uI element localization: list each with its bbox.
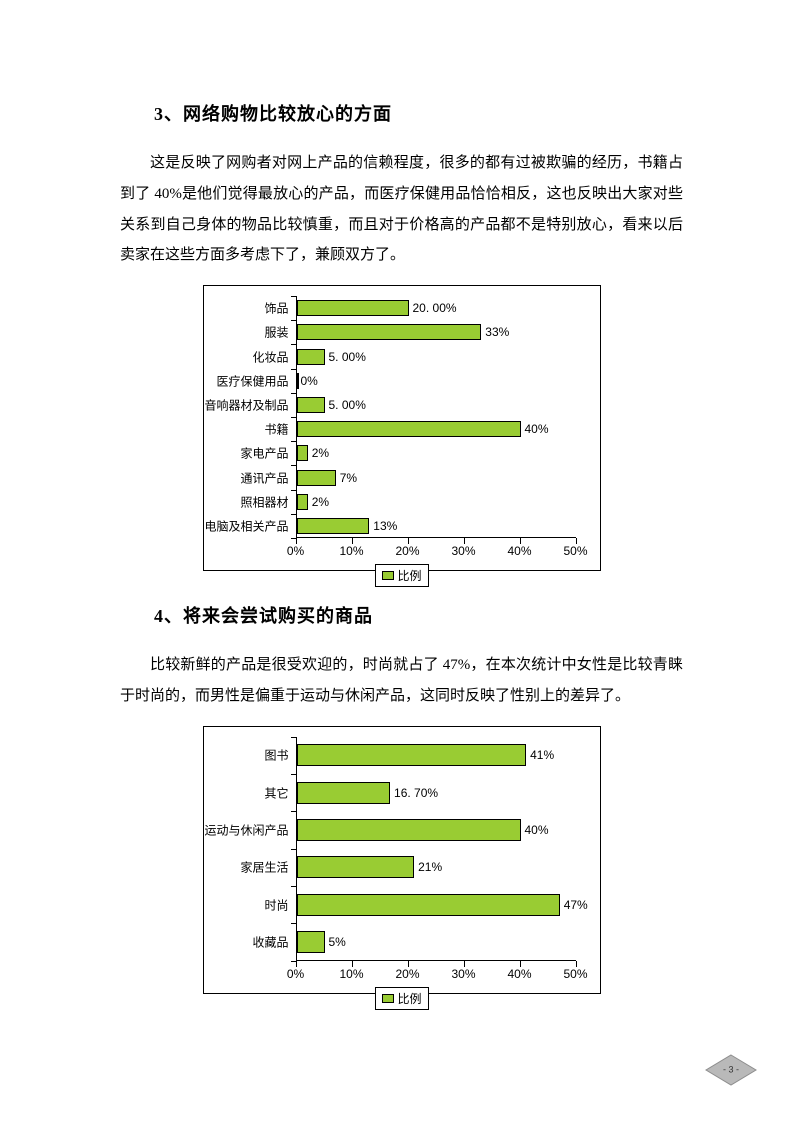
chart3-xtick-label: 0% xyxy=(287,544,304,558)
chart3-ycat: 家电产品 xyxy=(240,445,296,462)
chart4-frame: 图书 41% 其它 16. 70% 运动与休闲产品 40% 家居生活 21% 时尚 47% 收藏品 5… xyxy=(203,726,601,994)
chart3-bar xyxy=(297,397,325,413)
chart4-ycat: 其它 xyxy=(264,784,296,801)
chart4-xtick-label: 30% xyxy=(451,967,475,981)
chart3-frame: 饰品 20. 00% 服装 33% 化妆品 5. 00% 医疗保健用品 0% 音响器材及制品 5.… xyxy=(203,285,601,571)
chart4-ycat: 收藏品 xyxy=(252,933,296,950)
chart4-legend-label: 比例 xyxy=(397,990,421,1007)
chart3-legend-swatch xyxy=(381,571,393,580)
chart4-ycat: 运动与休闲产品 xyxy=(204,821,296,838)
chart3-xtick-label: 40% xyxy=(507,544,531,558)
chart4-value-label: 21% xyxy=(418,860,442,874)
chart3-ycat: 照相器材 xyxy=(240,493,296,510)
chart3-bar xyxy=(297,470,336,486)
chart3-xaxis: 0%10%20%30%40%50% xyxy=(296,538,576,562)
chart3-value-label: 2% xyxy=(312,446,329,460)
chart3-ycat: 音响器材及制品 xyxy=(204,396,296,413)
chart3-ycat: 医疗保健用品 xyxy=(216,372,296,389)
chart4-legend: 比例 xyxy=(374,987,428,1010)
chart3-xtick-label: 20% xyxy=(395,544,419,558)
chart3-plot-area: 饰品20. 00%服装33%化妆品5. 00%医疗保健用品0%音响器材及制品5.… xyxy=(296,296,576,562)
page-number-badge: - 3 - xyxy=(705,1054,757,1086)
chart4-bar xyxy=(297,744,527,766)
chart3-bar xyxy=(297,349,325,365)
chart3-ycat: 服装 xyxy=(264,324,296,341)
chart4-xtick-label: 20% xyxy=(395,967,419,981)
section3-paragraph: 这是反映了网购者对网上产品的信赖程度，很多的都有过被欺骗的经历，书籍占到了 40… xyxy=(120,148,683,271)
chart4-ycat: 时尚 xyxy=(264,896,296,913)
chart3-value-label: 20. 00% xyxy=(413,301,457,315)
chart4-bar xyxy=(297,819,521,841)
chart4-bar xyxy=(297,782,391,804)
chart3-ycat: 电脑及相关产品 xyxy=(204,517,296,534)
section4-paragraph: 比较新鲜的产品是很受欢迎的，时尚就占了 47%，在本次统计中女性是比较青睐于时尚… xyxy=(120,650,683,712)
chart3-container: 饰品 20. 00% 服装 33% 化妆品 5. 00% 医疗保健用品 0% 音响器材及制品 5.… xyxy=(120,285,683,576)
chart3-xtick-label: 50% xyxy=(563,544,587,558)
chart3-bar xyxy=(297,494,308,510)
chart4-ycat: 图书 xyxy=(264,747,296,764)
chart3-legend: 比例 xyxy=(374,564,428,587)
chart3-value-label: 40% xyxy=(525,422,549,436)
chart3-ycat: 书籍 xyxy=(264,421,296,438)
chart4-bar xyxy=(297,931,325,953)
chart3-xtick-label: 10% xyxy=(339,544,363,558)
chart4-ycat: 家居生活 xyxy=(240,859,296,876)
chart3-bar xyxy=(297,373,299,389)
chart3-bar xyxy=(297,421,521,437)
chart4-bar xyxy=(297,894,560,916)
chart4-plot-area: 图书41%其它16. 70%运动与休闲产品40%家居生活21%时尚47%收藏品5… xyxy=(296,737,576,985)
chart4-value-label: 40% xyxy=(525,823,549,837)
chart4-plot: 图书41%其它16. 70%运动与休闲产品40%家居生活21%时尚47%收藏品5… xyxy=(296,737,576,961)
chart3-value-label: 2% xyxy=(312,495,329,509)
chart4-xtick-label: 50% xyxy=(563,967,587,981)
chart3-xtick-label: 30% xyxy=(451,544,475,558)
chart3-value-label: 0% xyxy=(301,374,318,388)
chart4-xtick-label: 0% xyxy=(287,967,304,981)
section4-heading: 4、将来会尝试购买的商品 xyxy=(154,602,683,628)
chart4-value-label: 47% xyxy=(564,898,588,912)
chart3-bar xyxy=(297,518,370,534)
chart4-xaxis: 0%10%20%30%40%50% xyxy=(296,961,576,985)
chart4-value-label: 16. 70% xyxy=(394,786,438,800)
chart3-value-label: 7% xyxy=(340,471,357,485)
chart3-value-label: 33% xyxy=(485,325,509,339)
chart3-value-label: 5. 00% xyxy=(329,350,366,364)
page: 3、网络购物比较放心的方面 这是反映了网购者对网上产品的信赖程度，很多的都有过被… xyxy=(0,0,793,1122)
chart3-bar xyxy=(297,445,308,461)
chart4-legend-swatch xyxy=(381,994,393,1003)
chart3-ycat: 饰品 xyxy=(264,300,296,317)
chart3-ycat: 化妆品 xyxy=(252,348,296,365)
chart3-legend-label: 比例 xyxy=(397,567,421,584)
chart4-value-label: 41% xyxy=(530,748,554,762)
chart3-value-label: 5. 00% xyxy=(329,398,366,412)
chart3-value-label: 13% xyxy=(373,519,397,533)
chart4-bar xyxy=(297,856,415,878)
chart3-bar xyxy=(297,300,409,316)
chart4-container: 图书 41% 其它 16. 70% 运动与休闲产品 40% 家居生活 21% 时尚 47% 收藏品 5… xyxy=(120,726,683,999)
chart3-ycat: 通讯产品 xyxy=(240,469,296,486)
chart3-plot: 饰品20. 00%服装33%化妆品5. 00%医疗保健用品0%音响器材及制品5.… xyxy=(296,296,576,538)
section3-heading: 3、网络购物比较放心的方面 xyxy=(154,100,683,126)
chart3-bar xyxy=(297,324,482,340)
chart4-xtick-label: 40% xyxy=(507,967,531,981)
chart4-value-label: 5% xyxy=(329,935,346,949)
page-number: - 3 - xyxy=(723,1065,739,1075)
chart4-xtick-label: 10% xyxy=(339,967,363,981)
